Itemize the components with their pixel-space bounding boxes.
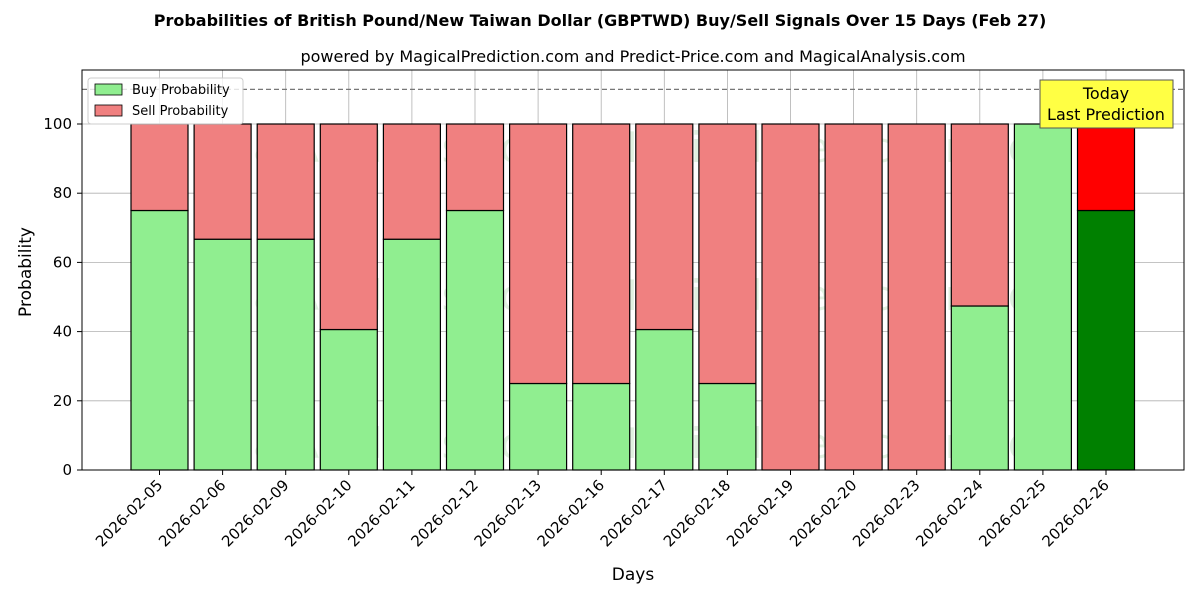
bar-sell [572,123,631,385]
x-tick-label: 2026-02-05 [92,476,166,550]
x-tick-label: 2026-02-23 [849,476,923,550]
x-tick-label: 2026-02-10 [281,476,355,550]
bar-buy [193,238,252,471]
bar-buy [509,382,568,471]
x-axis-ticks: 2026-02-052026-02-062026-02-092026-02-10… [92,470,1113,550]
legend-swatch-buy [94,83,123,96]
bar-buy [950,305,1009,471]
y-tick-label: 20 [53,392,72,410]
x-tick-label: 2026-02-19 [723,476,797,550]
x-tick-label: 2026-02-25 [975,476,1049,550]
legend-label-sell: Sell Probability [132,104,229,119]
legend: Buy Probability Sell Probability [87,77,244,125]
bar-buy [698,382,757,471]
bar-buy [130,209,189,471]
bar-sell [193,123,252,240]
bar-sell [698,123,757,385]
x-tick-label: 2026-02-18 [660,476,734,550]
bars [130,123,1136,471]
today-annotation-line2: Last Prediction [1047,105,1165,124]
x-tick-label: 2026-02-26 [1038,476,1112,550]
bar-buy [635,328,694,471]
bar-sell [1076,123,1136,212]
bar-sell [761,123,820,471]
chart-subtitle: powered by MagicalPrediction.com and Pre… [300,47,965,66]
plot-frame [81,69,1185,471]
legend-swatch-sell [94,104,123,117]
y-axis-ticks: 0 20 40 60 80 100 [43,115,82,479]
x-tick-label: 2026-02-24 [912,476,986,550]
y-tick-label: 0 [62,461,72,479]
bar-sell [824,123,883,471]
y-axis-label: Probability [16,227,36,317]
bar-buy [256,238,315,471]
x-tick-label: 2026-02-11 [344,476,418,550]
x-tick-label: 2026-02-13 [471,476,545,550]
bar-buy [1013,123,1073,471]
bar-buy [445,209,505,471]
x-tick-label: 2026-02-06 [155,476,229,550]
legend-frame [87,77,244,125]
bar-sell [319,123,378,331]
x-tick-label: 2026-02-09 [218,476,292,550]
today-annotation-box [1039,79,1174,129]
bar-buy [572,382,631,471]
x-tick-label: 2026-02-12 [407,476,481,550]
chart-title: Probabilities of British Pound/New Taiwa… [154,11,1047,30]
bar-sell [887,123,946,471]
bar-buy [382,238,441,471]
legend-label-buy: Buy Probability [132,83,230,98]
y-tick-label: 80 [53,184,72,202]
bar-sell [256,123,315,240]
bar-buy [319,328,378,471]
today-annotation-line1: Today [1082,84,1129,103]
bar-sell [635,123,694,331]
x-tick-label: 2026-02-16 [534,476,608,550]
x-axis-label: Days [612,565,655,585]
y-tick-label: 100 [43,115,72,133]
bar-buy [1076,209,1136,471]
bar-sell [382,123,441,240]
bar-sell [950,123,1009,307]
y-tick-label: 40 [53,323,72,341]
x-tick-label: 2026-02-17 [597,476,671,550]
bar-sell [445,123,505,212]
bar-sell [130,123,189,212]
today-annotation: Today Last Prediction [1039,79,1174,129]
x-tick-label: 2026-02-20 [786,476,860,550]
y-tick-label: 60 [53,253,72,271]
bar-sell [509,123,568,385]
